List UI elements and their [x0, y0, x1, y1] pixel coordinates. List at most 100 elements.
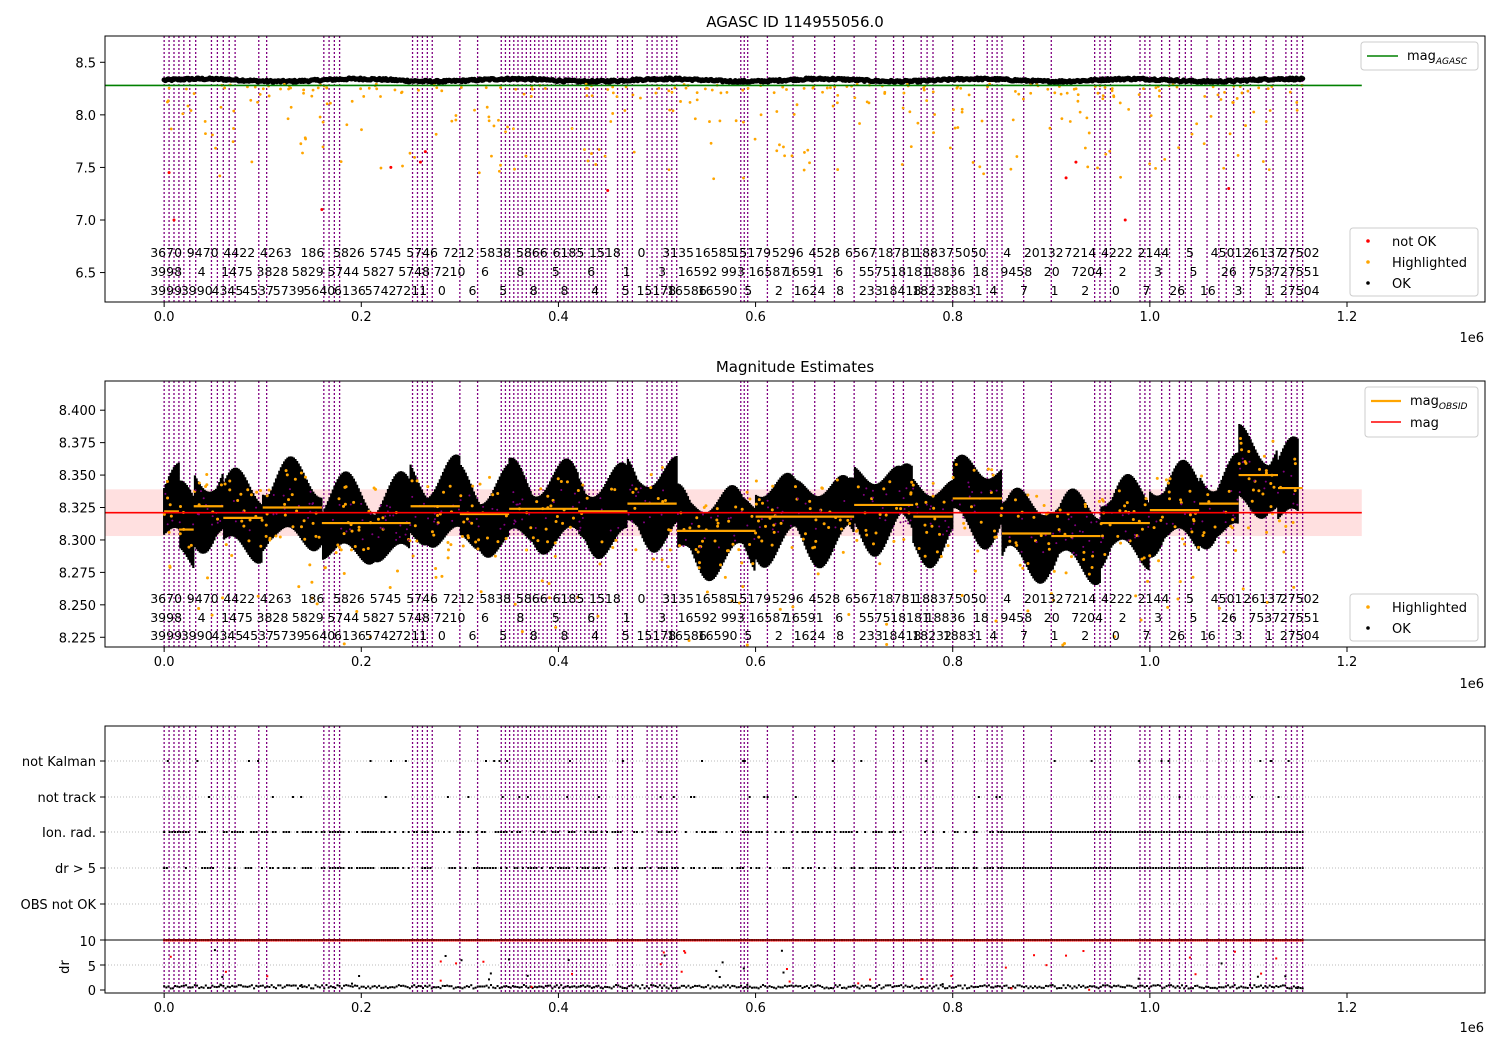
highlighted-point — [709, 141, 713, 145]
highlighted-point — [497, 169, 501, 173]
highlighted-point — [1192, 522, 1195, 525]
highlighted-point — [878, 513, 882, 517]
highlighted-point — [838, 518, 842, 522]
flag-point — [1092, 867, 1095, 869]
obsid-label: 18 — [973, 264, 989, 279]
flag-point — [337, 831, 340, 833]
dr-point — [731, 984, 734, 987]
highlighted-point — [639, 96, 642, 100]
flag-point — [975, 867, 978, 869]
highlighted-point — [750, 514, 754, 518]
flag-point — [291, 796, 294, 798]
highlighted-point — [855, 528, 859, 532]
dr-point — [704, 985, 707, 988]
dr-point — [1163, 986, 1166, 989]
highlighted-point — [1191, 575, 1195, 579]
flag-point — [288, 867, 291, 869]
dr-point — [312, 987, 315, 990]
flag-point — [1086, 831, 1089, 833]
flag-point — [940, 867, 943, 869]
flag-point — [1263, 867, 1266, 869]
dr-point — [459, 986, 462, 989]
highlighted-point — [667, 528, 671, 532]
dr-point — [314, 984, 317, 987]
x-tick-label: 1.2 — [1337, 655, 1358, 670]
highlighted-point — [470, 521, 474, 525]
obsid-label: 6185 — [552, 591, 584, 606]
highlighted-point — [1231, 101, 1235, 104]
highlighted-point — [167, 86, 171, 90]
flag-point — [774, 831, 777, 833]
highlighted-point — [993, 535, 997, 539]
flag-point — [1127, 867, 1130, 869]
flag-point — [961, 867, 964, 869]
flag-point — [1274, 867, 1277, 869]
highlighted-point — [1018, 563, 1022, 567]
obsid-boundaries — [163, 36, 1304, 302]
flag-point — [361, 867, 364, 869]
highlighted-point — [484, 86, 488, 90]
highlighted-point — [308, 563, 312, 567]
flag-point — [1062, 831, 1065, 833]
y-tick-label: 8.400 — [59, 404, 96, 419]
highlighted-point — [989, 489, 992, 492]
dr-point — [294, 984, 297, 987]
highlighted-point — [933, 113, 937, 116]
highlighted-point — [885, 622, 889, 626]
flag-point — [758, 867, 761, 869]
obsid-label: 7 — [1143, 628, 1151, 643]
flag-point — [391, 867, 394, 869]
flag-point — [828, 831, 831, 833]
dr-point — [406, 986, 409, 989]
highlighted-point — [1008, 539, 1012, 543]
dr-point — [952, 986, 955, 989]
dr-point — [968, 986, 971, 989]
highlighted-point — [321, 145, 325, 149]
highlighted-point — [413, 524, 417, 528]
highlighted-point — [590, 152, 593, 155]
highlighted-point — [1188, 513, 1192, 517]
highlighted-point — [715, 507, 719, 511]
dr-point — [165, 986, 168, 989]
highlighted-point — [1240, 448, 1244, 452]
flag-point — [426, 831, 429, 833]
highlighted-point — [377, 536, 380, 539]
flag-point — [703, 867, 706, 869]
obsid-label: 7 — [1020, 283, 1028, 298]
highlighted-point — [583, 148, 586, 151]
flag-point — [1230, 867, 1233, 869]
dr-point — [865, 984, 868, 987]
obsid-label: 5 — [744, 283, 752, 298]
flag-point — [581, 867, 584, 869]
highlighted-point — [1295, 101, 1299, 104]
flag-point — [501, 796, 504, 798]
highlighted-point — [811, 86, 815, 90]
flag-point — [1095, 867, 1098, 869]
flag-point — [1141, 831, 1144, 833]
highlighted-point — [512, 491, 515, 494]
highlighted-point — [228, 479, 232, 483]
flag-point — [166, 760, 169, 762]
dr-point — [900, 984, 903, 987]
highlighted-point — [962, 516, 965, 519]
obsid-label: 4501 — [1211, 591, 1243, 606]
highlighted-point — [546, 540, 550, 544]
highlighted-point — [766, 499, 769, 502]
flag-point — [750, 831, 753, 833]
flag-point — [1287, 760, 1290, 762]
flag-point — [948, 867, 951, 869]
highlighted-point — [907, 522, 910, 525]
flag-point — [239, 831, 242, 833]
obsid-label: 3999 — [150, 628, 182, 643]
dr-point — [786, 985, 789, 988]
highlighted-point — [1227, 489, 1231, 493]
dr-point — [944, 987, 947, 990]
flag-point — [1076, 867, 1079, 869]
flag-point — [285, 831, 288, 833]
flag-point — [592, 831, 595, 833]
highlighted-point — [342, 504, 346, 508]
dr-point — [834, 984, 837, 987]
flag-point — [788, 867, 791, 869]
dr-point — [599, 986, 602, 989]
dr-point — [283, 985, 286, 988]
